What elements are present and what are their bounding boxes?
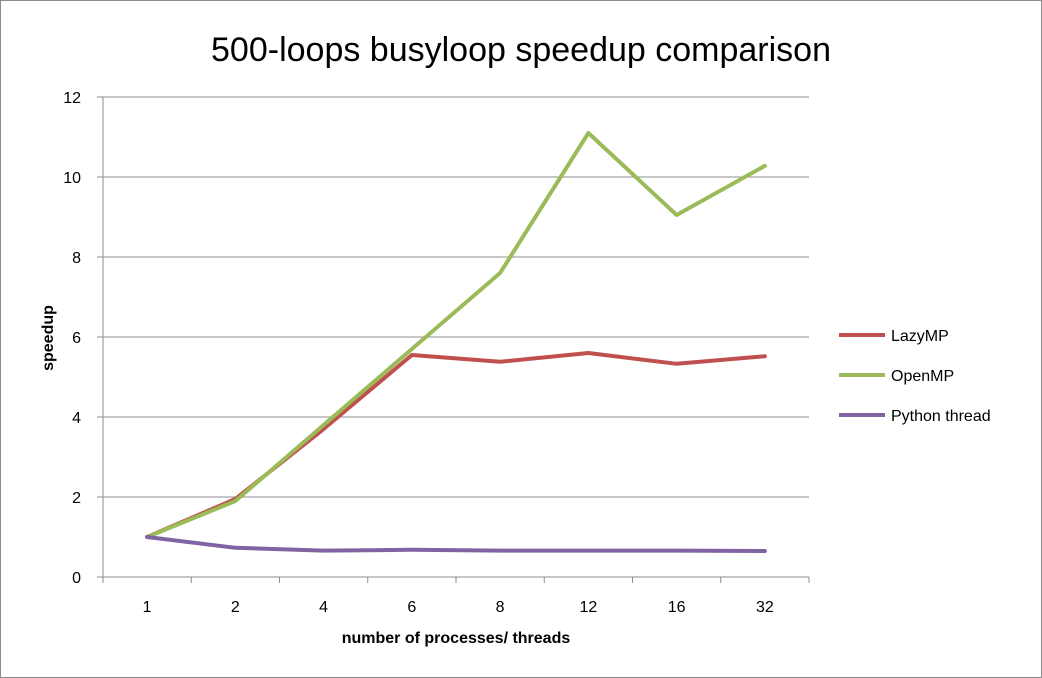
legend-label-openmp: OpenMP: [891, 368, 954, 385]
x-tick-label: 16: [668, 599, 686, 616]
y-tick-label: 10: [63, 170, 81, 187]
series-line-python-thread: [145, 535, 767, 553]
gridlines: [103, 96, 809, 498]
series-line-lazymp: [145, 351, 767, 539]
y-tick-label: 8: [72, 250, 81, 267]
y-tick-label: 0: [72, 570, 81, 587]
y-axis-label: speedup: [40, 305, 57, 371]
x-tick-label: 4: [319, 599, 328, 616]
x-tick-label: 6: [407, 599, 416, 616]
y-tick-label: 2: [72, 490, 81, 507]
x-tick-label: 1: [143, 599, 152, 616]
legend-label-lazymp: LazyMP: [891, 328, 949, 345]
x-tick-label: 32: [756, 599, 774, 616]
y-tick-label: 4: [72, 410, 81, 427]
series-line-openmp: [145, 131, 767, 539]
x-tick-label: 2: [231, 599, 240, 616]
x-axis-label: number of processes/ threads: [342, 630, 571, 647]
x-tick-label: 8: [496, 599, 505, 616]
legend-label-python-thread: Python thread: [891, 408, 991, 425]
y-tick-label: 6: [72, 330, 81, 347]
chart-title: 500-loops busyloop speedup comparison: [211, 31, 831, 69]
y-tick-label: 12: [63, 90, 81, 107]
legend: LazyMP OpenMP Python thread: [839, 328, 991, 425]
series-lines: [145, 131, 767, 553]
x-tick-label: 12: [579, 599, 597, 616]
